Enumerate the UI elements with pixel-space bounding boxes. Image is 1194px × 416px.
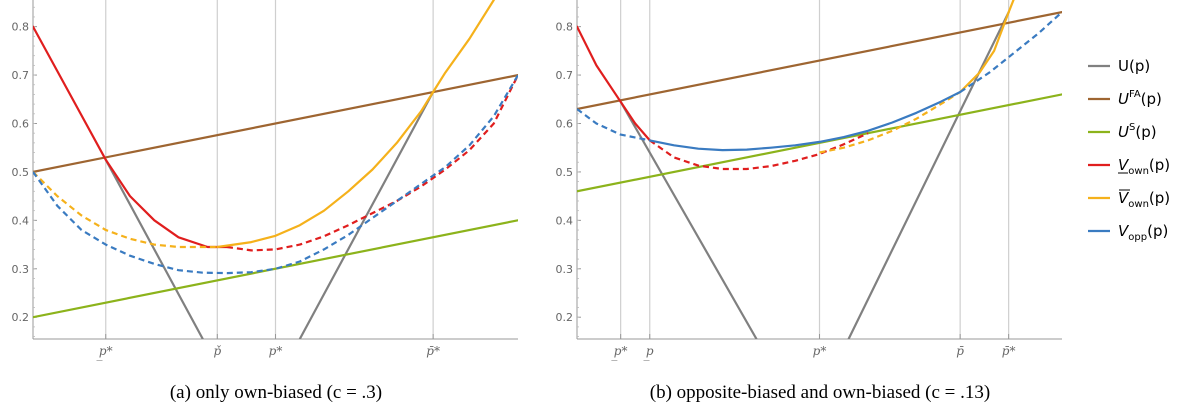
y-tick-label: 0.4 bbox=[556, 214, 574, 227]
caption-a: (a) only own-biased (c = .3) bbox=[170, 382, 382, 403]
x-tick-label: p̌ bbox=[213, 344, 221, 358]
series-line-0 bbox=[619, 100, 758, 339]
legend-label: UFA(p) bbox=[1118, 89, 1162, 108]
y-tick-label: 0.5 bbox=[556, 166, 574, 179]
y-tick-label: 0.8 bbox=[12, 21, 30, 34]
series-line-5 bbox=[33, 171, 218, 249]
x-tick-label: p̲ bbox=[643, 344, 653, 361]
series-line-3 bbox=[577, 25, 651, 142]
y-tick-label: 0.3 bbox=[556, 263, 574, 276]
panel-a: 0.2 0.3 0.4 0.5 0.6 0.7 0.8 p̲* p̌ p* p̄* bbox=[12, 0, 518, 361]
legend-item: Vopp(p) bbox=[1088, 222, 1168, 243]
y-tick-label: 0.6 bbox=[12, 117, 30, 130]
legend-item: US(p) bbox=[1088, 122, 1157, 141]
y-tick-label: 0.7 bbox=[12, 69, 30, 82]
y-tick-label: 0.2 bbox=[556, 311, 574, 324]
y-tick-label: 0.4 bbox=[12, 214, 30, 227]
y-tick-label: 0.3 bbox=[12, 263, 30, 276]
x-tick-label: p̄ bbox=[956, 344, 964, 358]
series-group bbox=[577, 0, 1062, 339]
legend-label: U(p) bbox=[1118, 57, 1150, 75]
series-line-8 bbox=[648, 90, 962, 152]
series-line-0 bbox=[298, 90, 435, 339]
y-tick-label: 0.8 bbox=[556, 21, 574, 34]
legend-label: US(p) bbox=[1118, 122, 1157, 141]
series-line-4 bbox=[226, 74, 518, 252]
series-line-1 bbox=[577, 11, 1062, 111]
x-tick-label: p̄* bbox=[426, 344, 440, 358]
legend: U(p) UFA(p) US(p) Vown(p) Vown(p) Vopp(p) bbox=[1088, 57, 1170, 243]
series-line-6 bbox=[216, 0, 495, 249]
x-tick-label: p̲* bbox=[96, 344, 112, 361]
series-line-2 bbox=[33, 219, 518, 319]
caption-b: (b) opposite-biased and own-biased (c = … bbox=[650, 382, 990, 403]
legend-item: Vown(p) bbox=[1088, 156, 1170, 177]
legend-item: UFA(p) bbox=[1088, 89, 1162, 108]
series-line-3 bbox=[33, 25, 229, 249]
y-tick-label: 0.6 bbox=[556, 117, 574, 130]
series-line-9 bbox=[959, 11, 1062, 93]
x-tick-label: p̄* bbox=[1002, 344, 1016, 358]
legend-label: Vown(p) bbox=[1118, 156, 1170, 177]
y-tick-label: 0.7 bbox=[556, 69, 574, 82]
x-tick-label: p* bbox=[269, 344, 283, 358]
x-tick-label: p* bbox=[813, 344, 827, 358]
series-line-5 bbox=[819, 91, 961, 154]
series-line-7 bbox=[577, 108, 651, 142]
x-tick-label: p̲* bbox=[611, 344, 627, 361]
series-line-6 bbox=[959, 0, 1015, 94]
series-line-0 bbox=[104, 158, 204, 339]
panel-b: 0.2 0.3 0.4 0.5 0.6 0.7 0.8 p̲* p̲ p* p̄ p̄* bbox=[556, 0, 1062, 361]
legend-item: Vown(p) bbox=[1088, 189, 1170, 210]
series-line-0 bbox=[847, 11, 1010, 339]
legend-item: U(p) bbox=[1088, 57, 1150, 75]
series-line-1 bbox=[33, 74, 518, 173]
series-line-7 bbox=[33, 74, 518, 275]
series-group bbox=[33, 0, 518, 339]
y-tick-label: 0.5 bbox=[12, 166, 30, 179]
legend-label: Vown(p) bbox=[1118, 189, 1170, 210]
legend-label: Vopp(p) bbox=[1118, 222, 1168, 243]
y-tick-label: 0.2 bbox=[12, 311, 30, 324]
